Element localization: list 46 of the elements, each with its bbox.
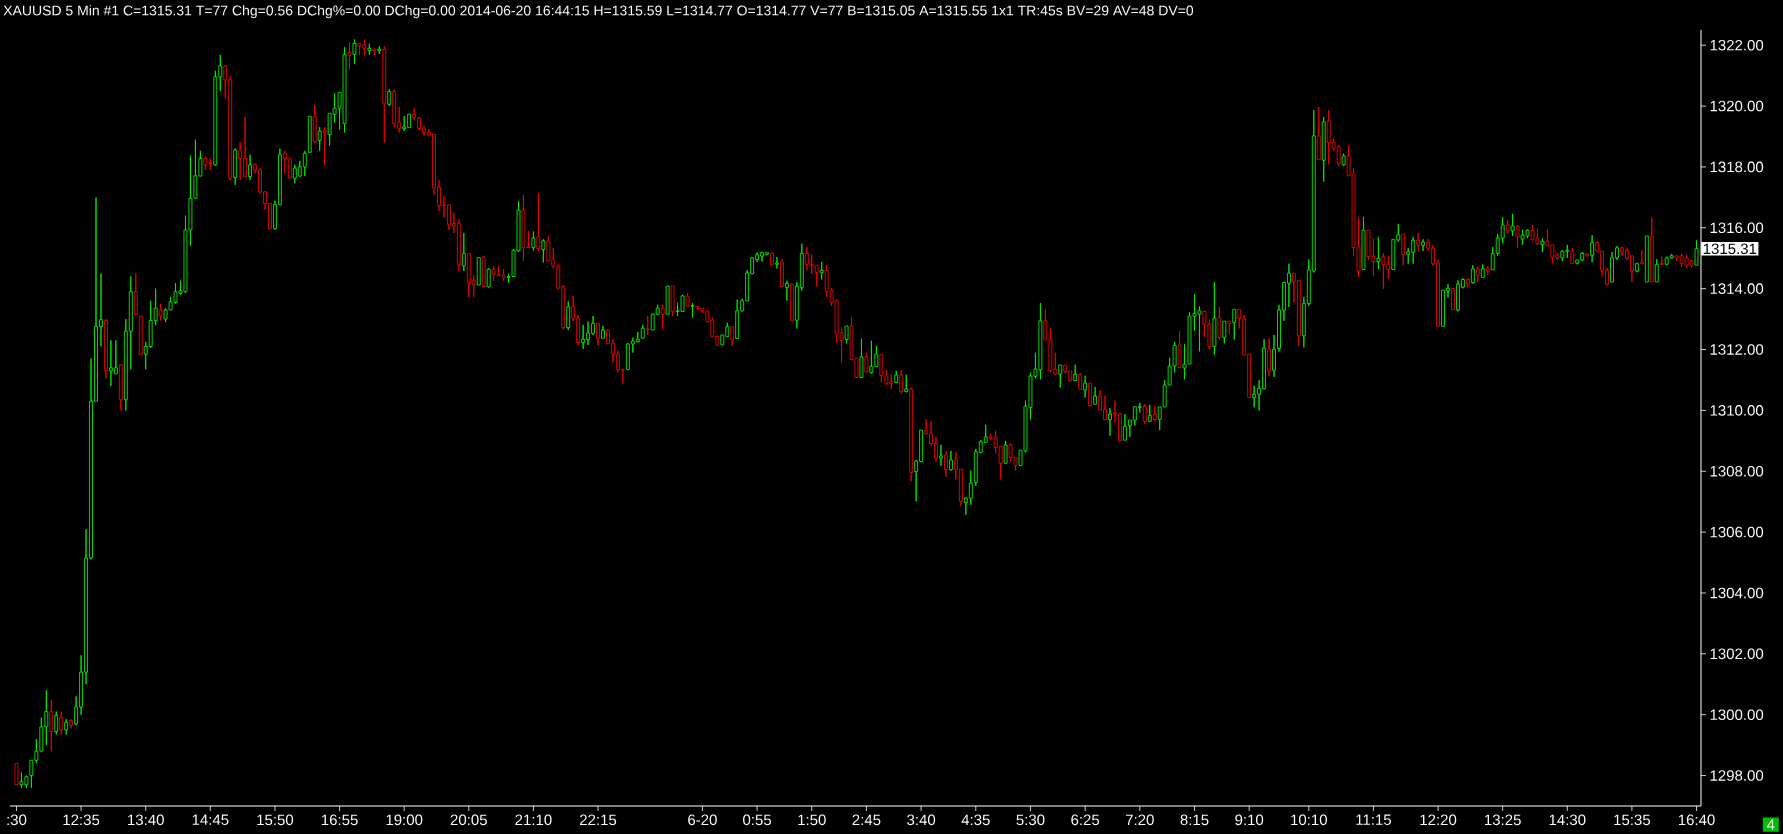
x-tick-label: 15:50 <box>257 814 294 826</box>
x-tick-label: 21:10 <box>515 814 552 826</box>
y-tick-label: 1316.00 <box>1710 222 1764 234</box>
x-tick-label: 12:35 <box>63 814 100 826</box>
x-tick-label: 22:15 <box>580 814 617 826</box>
x-tick-label: 2:45 <box>852 814 881 826</box>
x-tick-label: 8:15 <box>1180 814 1209 826</box>
x-tick-label: 13:40 <box>128 814 164 826</box>
x-tick-label: 16:40 <box>1678 814 1715 826</box>
x-tick-label: 13:25 <box>1485 814 1521 826</box>
text: 1315.31 <box>1703 243 1757 255</box>
x-tick-label: 5:30 <box>1016 814 1045 826</box>
x-tick-label: 0:55 <box>743 814 772 826</box>
y-tick-label: 1318.00 <box>1710 161 1764 173</box>
candlestick <box>1122 413 1127 441</box>
x-tick-label: 9:10 <box>1235 814 1264 826</box>
y-tick-label: 1304.00 <box>1710 587 1764 599</box>
y-tick-label: 1314.00 <box>1710 283 1764 294</box>
x-tick-label: :30 <box>7 814 27 826</box>
y-tick-label: 1322.00 <box>1710 39 1764 51</box>
x-tick-label: 19:00 <box>386 814 423 826</box>
x-tick-label: 14:45 <box>192 814 229 825</box>
text: 4 <box>1766 819 1775 830</box>
x-tick-label: 4:35 <box>961 814 990 826</box>
y-tick-label: 1302.00 <box>1710 648 1764 660</box>
x-tick-label: 1:50 <box>798 814 826 826</box>
x-tick-label: 16:55 <box>321 814 358 826</box>
x-tick-label: 11:15 <box>1356 814 1392 825</box>
x-tick-label: 6:25 <box>1071 814 1100 826</box>
y-tick-label: 1310.00 <box>1710 405 1764 416</box>
y-tick-label: 1298.00 <box>1710 770 1764 781</box>
candlestick <box>302 150 307 177</box>
x-tick-label: 12:20 <box>1420 814 1457 826</box>
x-tick-label: 3:40 <box>907 814 936 826</box>
y-tick-label: 1312.00 <box>1710 344 1764 355</box>
x-tick-label: 6-20 <box>688 814 717 826</box>
y-tick-label: 1306.00 <box>1710 526 1764 538</box>
y-tick-label: 1320.00 <box>1710 100 1764 112</box>
y-tick-label: 1308.00 <box>1710 465 1764 477</box>
x-tick-label: 14:30 <box>1549 814 1586 826</box>
x-tick-label: 7:20 <box>1125 814 1154 826</box>
x-tick-label: 15:35 <box>1614 814 1651 826</box>
x-tick-label: 10:10 <box>1291 814 1327 826</box>
chart-title: XAUUSD 5 Min #1 C=1315.31 T=77 Chg=0.56 DChg%=0.00 DChg=0.00 2014-06-20 16:44:15 H=1315.59 L=1314.77 O=1314.77 V=77 B=1315.05 A=1315.55 1x1 TR:45s BV=29 AV=48 DV=0 <box>3 5 1194 19</box>
x-tick-label: 20:05 <box>450 814 487 826</box>
y-tick-label: 1300.00 <box>1710 709 1764 720</box>
